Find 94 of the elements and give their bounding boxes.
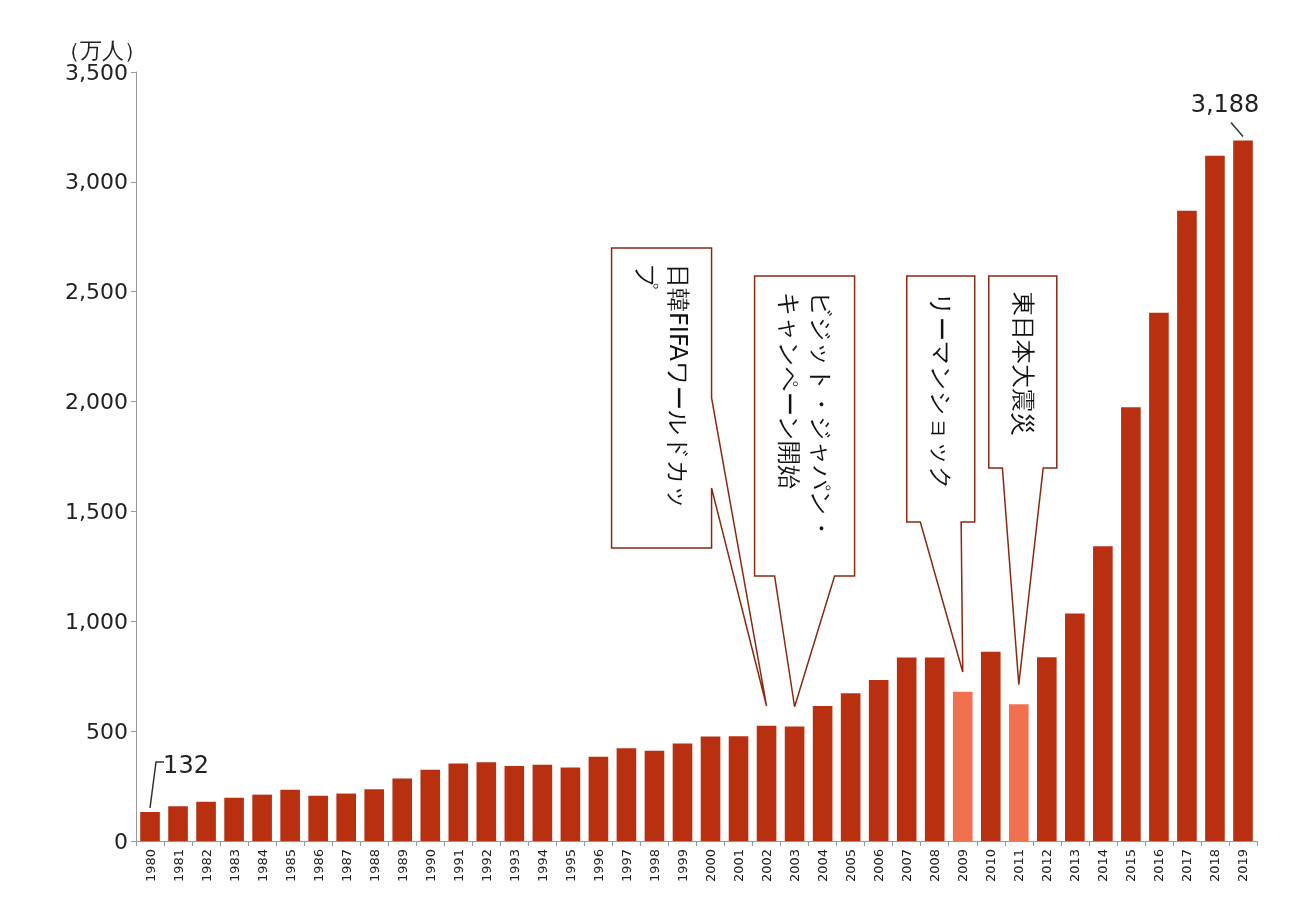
x-tick-label: 1987 [338, 849, 354, 883]
bar [840, 693, 861, 841]
x-tick-label: 2017 [1179, 849, 1195, 883]
bar [952, 691, 973, 841]
x-tick-label: 2008 [927, 849, 943, 883]
y-tick-label: 2,000 [65, 389, 128, 415]
bar [168, 806, 188, 841]
x-tick-label: 1984 [254, 849, 270, 883]
bar [448, 763, 469, 841]
bar [224, 797, 244, 841]
x-tick-label: 2007 [899, 849, 915, 883]
x-tick-label: 1992 [478, 849, 494, 883]
x-tick-label: 2012 [1039, 849, 1055, 883]
bar [560, 767, 581, 841]
bar [196, 801, 216, 841]
annotation: ビジット・ジャパン・キャンペーン開始 [774, 292, 835, 540]
bar [532, 764, 553, 841]
x-tick-label: 1991 [450, 849, 466, 883]
x-tick-label: 2010 [983, 849, 999, 883]
bar [980, 651, 1001, 841]
bar [616, 748, 637, 841]
bar [504, 766, 525, 841]
bar [476, 762, 497, 841]
y-tick-label: 3,000 [65, 169, 128, 195]
x-tick-label: 2014 [1095, 849, 1111, 883]
x-tick-label: 2009 [955, 849, 971, 883]
bar [252, 794, 272, 841]
bar [1093, 546, 1113, 841]
y-axis-title: （万人） [58, 37, 146, 63]
data-label: 132 [163, 751, 209, 779]
x-tick-label: 2015 [1123, 849, 1139, 883]
y-tick-label: 500 [86, 718, 128, 744]
bar [924, 657, 945, 841]
bar [812, 706, 833, 841]
x-tick-label: 2001 [731, 849, 747, 883]
bar [588, 756, 609, 841]
x-tick-label: 1999 [674, 849, 690, 883]
bar [336, 793, 356, 841]
annotation: 日韓FIFAワールドカップ [631, 264, 692, 510]
x-tick-label: 1980 [142, 849, 158, 883]
x-tick-label: 1981 [170, 849, 186, 883]
x-tick-label: 2002 [759, 849, 775, 883]
y-tick-label: 0 [114, 828, 128, 854]
x-tick-label: 1988 [366, 849, 382, 883]
bar [1205, 155, 1225, 841]
x-tick-label: 1982 [198, 849, 214, 883]
bar [308, 795, 328, 841]
x-tick-label: 2019 [1235, 849, 1251, 883]
bar [728, 736, 749, 841]
bar [700, 736, 721, 841]
x-tick-label: 2006 [871, 849, 887, 883]
annotation: 東日本大震災 [1008, 292, 1037, 436]
x-tick-label: 1994 [534, 849, 550, 883]
bar [140, 812, 160, 841]
bar [392, 778, 413, 841]
bar [280, 789, 300, 841]
x-tick-label: 1989 [394, 849, 410, 883]
x-tick-label: 2011 [1011, 849, 1027, 883]
bar [756, 725, 777, 841]
bar [1008, 704, 1029, 841]
y-tick-label: 2,500 [65, 279, 128, 305]
x-tick-label: 1986 [310, 849, 326, 883]
bar [1037, 657, 1057, 841]
bar [672, 743, 693, 841]
x-tick-label: 2018 [1207, 849, 1223, 883]
bar [1233, 140, 1253, 841]
x-tick-label: 2013 [1067, 849, 1083, 883]
annotation: リーマンショック [926, 292, 955, 491]
bar [364, 789, 385, 841]
x-tick-label: 1998 [646, 849, 662, 883]
bar [420, 769, 441, 841]
bar [1177, 210, 1197, 841]
x-tick-label: 1995 [562, 849, 578, 883]
x-tick-label: 2005 [843, 849, 859, 883]
bar [896, 657, 917, 841]
x-tick-label: 1993 [506, 849, 522, 883]
y-tick-label: 1,500 [65, 498, 128, 524]
data-label: 3,188 [1190, 89, 1260, 118]
bar [644, 750, 665, 841]
x-tick-label: 2016 [1151, 849, 1167, 883]
x-tick-label: 1996 [590, 849, 606, 883]
y-tick-label: 1,000 [65, 608, 128, 634]
bar [1065, 613, 1085, 841]
bar [784, 726, 805, 841]
x-tick-label: 2003 [787, 849, 803, 883]
bar [868, 679, 889, 841]
x-tick-label: 1990 [422, 849, 438, 883]
x-tick-label: 1997 [618, 849, 634, 883]
bar [1121, 407, 1141, 841]
x-tick-label: 1985 [282, 849, 298, 883]
x-tick-label: 2004 [815, 849, 831, 883]
x-tick-label: 2000 [703, 849, 719, 883]
x-tick-label: 1983 [226, 849, 242, 883]
bar [1149, 312, 1169, 841]
